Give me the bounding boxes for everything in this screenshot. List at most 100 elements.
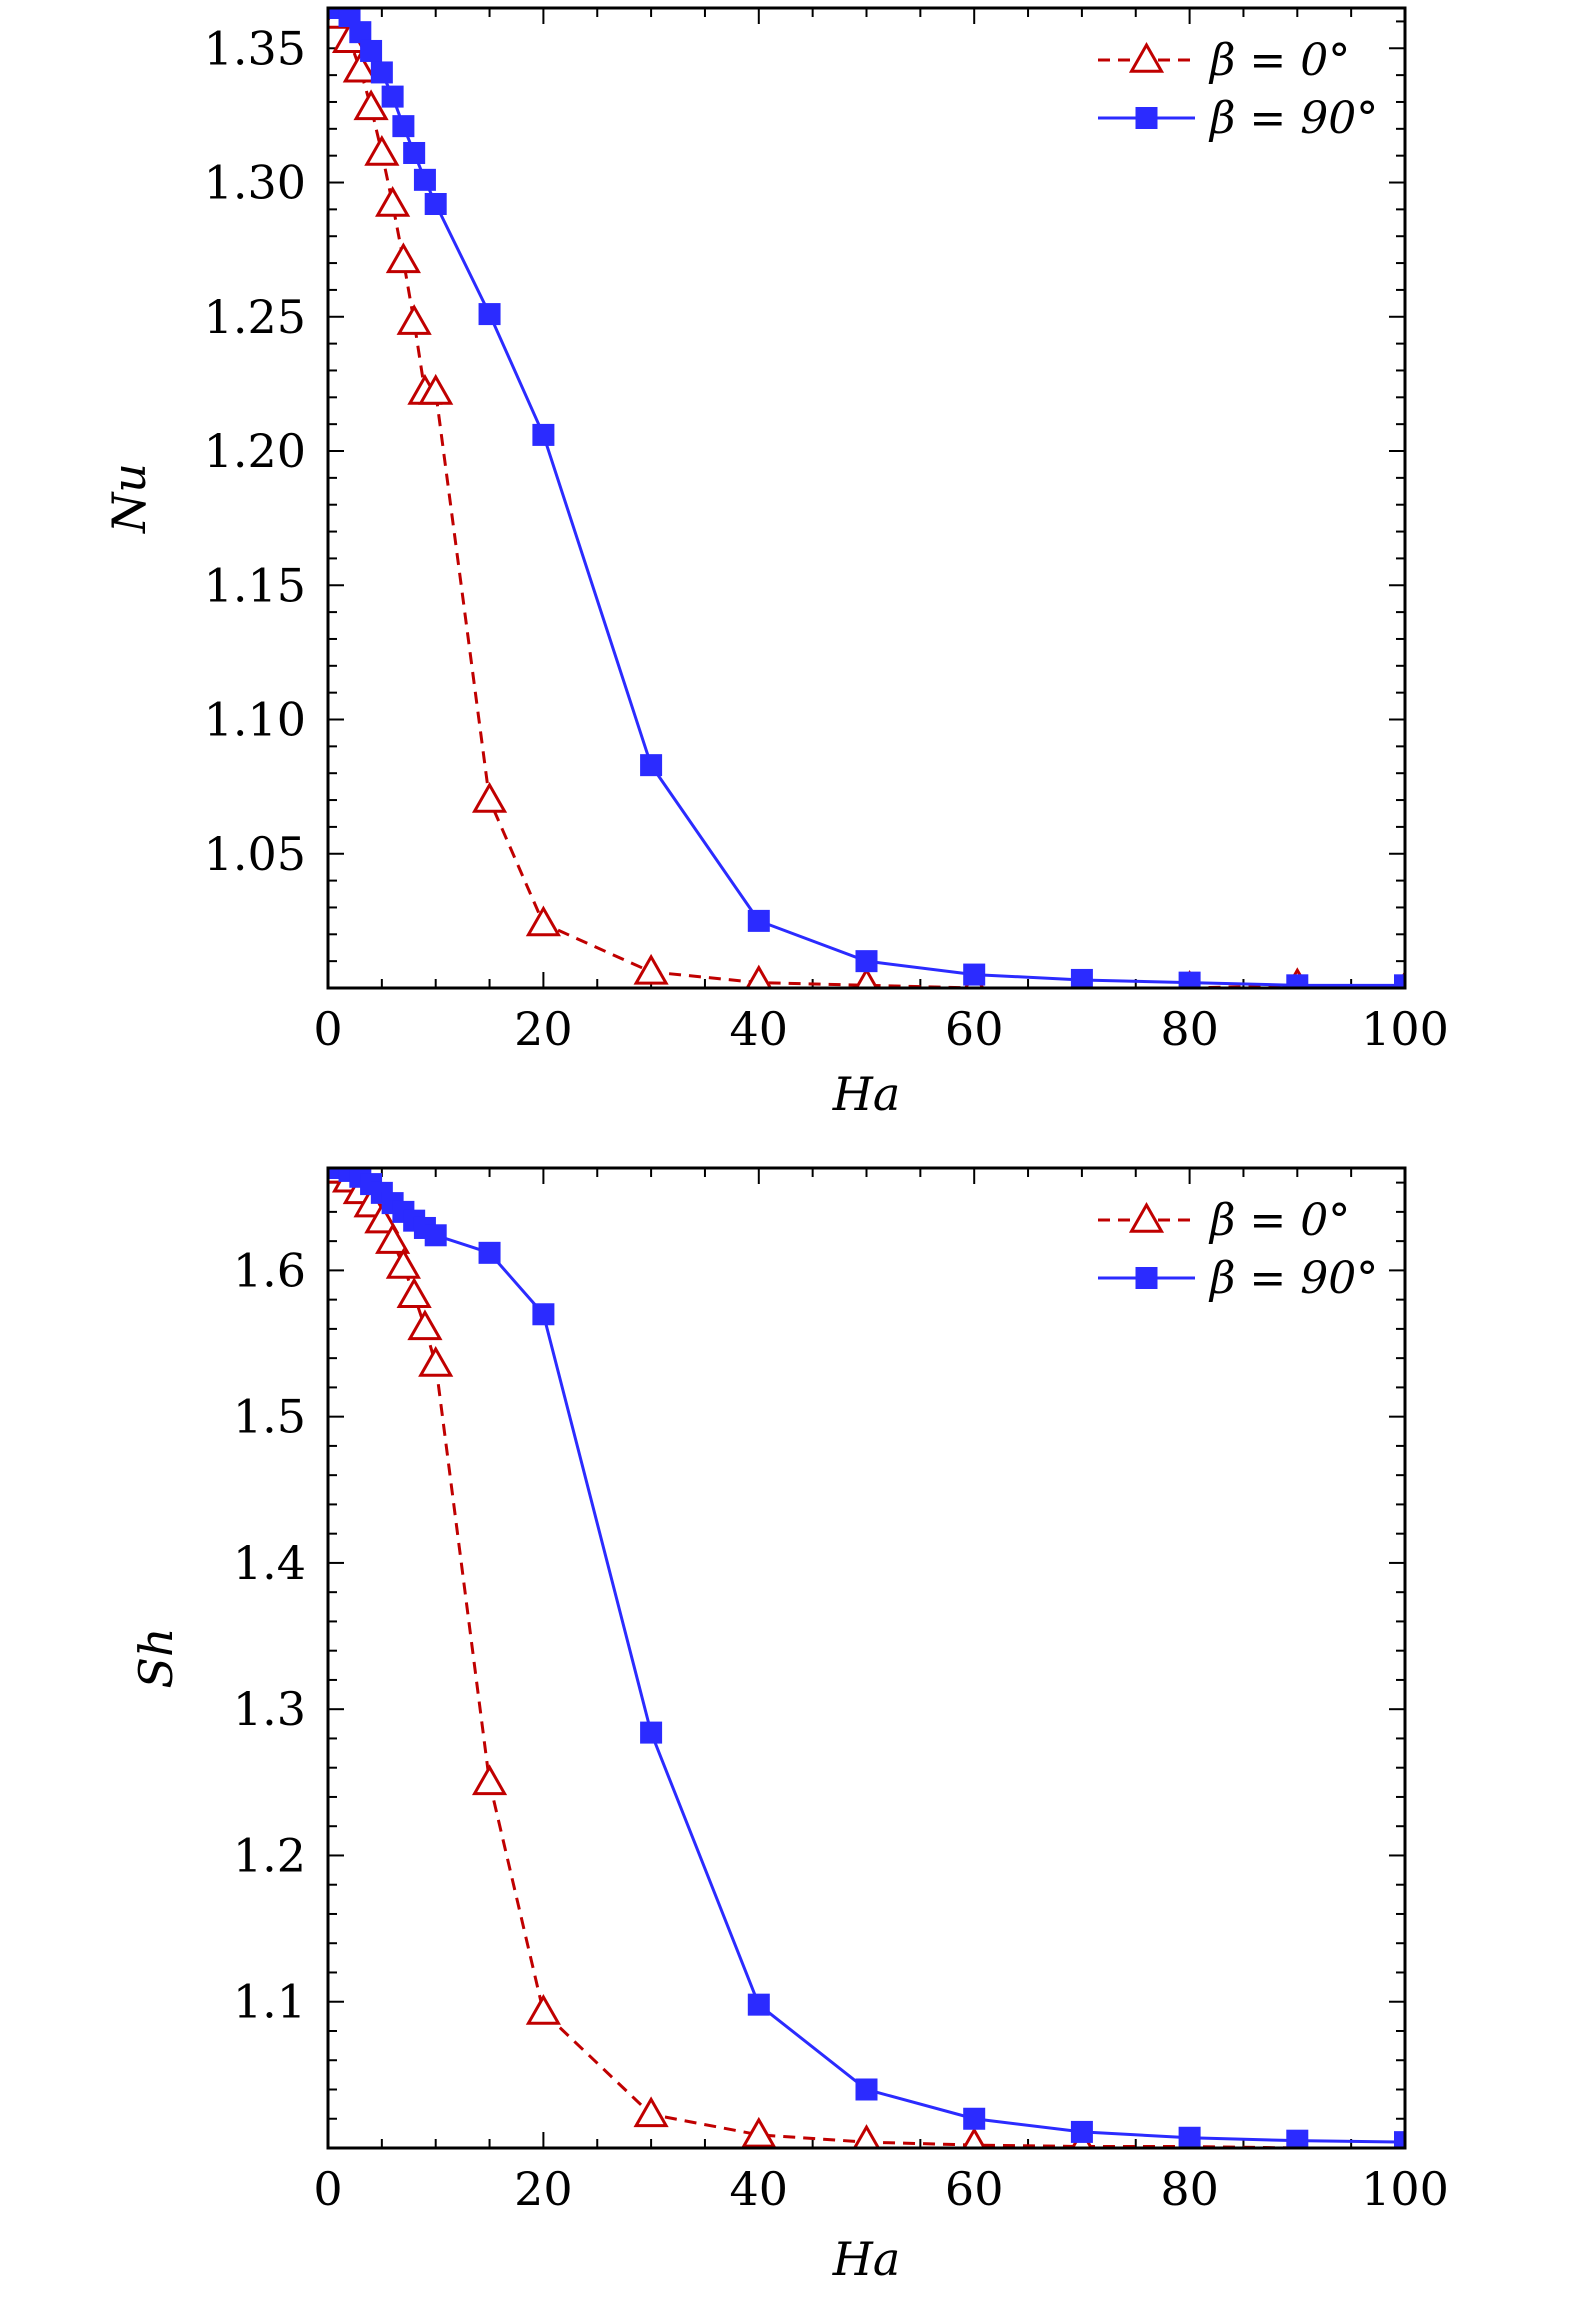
- data-point-square: [1394, 2131, 1405, 2148]
- data-point-square: [413, 168, 436, 191]
- data-point-triangle: [342, 51, 378, 83]
- data-point-square: [478, 1241, 501, 1264]
- data-point-triangle: [471, 782, 508, 813]
- x-tick-label: 20: [514, 1002, 573, 1056]
- data-point-triangle: [633, 2096, 669, 2128]
- x-tick-label: 60: [945, 2162, 1004, 2216]
- y-tick-label: 1.35: [204, 21, 306, 75]
- legend-label: β = 0°: [1208, 1195, 1350, 1246]
- data-point-square: [392, 115, 415, 138]
- data-point-square: [532, 423, 555, 446]
- data-point-square: [1178, 2126, 1201, 2148]
- y-tick-label: 1.30: [204, 156, 306, 210]
- data-point-square: [349, 21, 372, 44]
- x-tick-label: 0: [313, 2162, 342, 2216]
- data-point-square: [747, 909, 770, 932]
- data-point-triangle: [745, 964, 773, 988]
- data-point-square: [1070, 968, 1093, 988]
- data-point-triangle: [364, 134, 400, 166]
- y-tick-label: 1.1: [233, 1975, 306, 2029]
- data-point-triangle: [407, 1309, 443, 1341]
- y-tick-label: 1.3: [233, 1682, 306, 1736]
- x-tick-label: 80: [1160, 1002, 1219, 1056]
- y-tick-label: 1.5: [233, 1390, 306, 1444]
- plot-area: [328, 1168, 1405, 2148]
- x-tick-label: 40: [730, 1002, 789, 1056]
- series-line-1: [337, 15, 1405, 988]
- x-tick-label: 100: [1361, 1002, 1449, 1056]
- data-point-square: [360, 39, 383, 62]
- data-point-square: [747, 1993, 770, 2016]
- series-line-2: [337, 8, 1405, 987]
- data-point-triangle: [962, 2127, 987, 2148]
- data-point-square: [963, 963, 986, 986]
- legend: β = 0° β = 90°: [1098, 35, 1378, 144]
- x-axis-title: Ha: [832, 1067, 901, 1121]
- plot-frame: [326, 1166, 1407, 2150]
- data-point-square: [1286, 974, 1309, 988]
- data-point-triangle: [525, 905, 561, 937]
- data-point-square: [1394, 974, 1405, 988]
- y-axis-title: Sh: [129, 1627, 183, 1688]
- data-point-square: [370, 61, 393, 84]
- legend-label: β = 0°: [1208, 35, 1350, 86]
- x-tick-label: 40: [730, 2162, 789, 2216]
- data-point-triangle: [353, 89, 389, 121]
- y-axis-title: Nu: [102, 463, 156, 534]
- x-axis-title: Ha: [832, 2232, 901, 2286]
- x-tick-label: 80: [1160, 2162, 1219, 2216]
- y-tick-label: 1.6: [233, 1243, 306, 1297]
- data-point-triangle: [525, 1993, 561, 2025]
- legend-label: β = 90°: [1208, 1253, 1378, 1304]
- y-tick-label: 1.2: [233, 1828, 306, 1882]
- data-point-square: [1286, 2129, 1309, 2148]
- x-tick-label: 60: [945, 1002, 1004, 1056]
- data-point-square: [855, 950, 878, 973]
- data-point-square: [1070, 2120, 1093, 2143]
- data-point-triangle: [396, 1277, 432, 1309]
- legend-marker-square: [1135, 1267, 1158, 1289]
- data-point-triangle: [385, 1247, 421, 1279]
- chart-panel-1: 0 20 40 60 80 100 1.05 1.10 1.15 1.20 1.25 1.30 1.35…: [102, 6, 1449, 1121]
- plot-area: [328, 8, 1405, 988]
- legend-marker-square: [1135, 107, 1158, 129]
- y-tick-label: 1.05: [204, 827, 306, 881]
- data-point-triangle: [741, 2116, 777, 2148]
- x-tick-label: 0: [313, 1002, 342, 1056]
- series-line-2: [338, 1168, 1405, 2144]
- data-point-square: [963, 2107, 986, 2130]
- data-point-square: [532, 1303, 555, 1326]
- data-point-triangle: [385, 242, 421, 274]
- x-tick-label: 20: [514, 2162, 573, 2216]
- data-point-square: [640, 1721, 663, 1744]
- legend-marker-triangle: [1128, 1201, 1165, 1233]
- data-point-triangle: [396, 304, 432, 335]
- data-point-triangle: [633, 953, 669, 985]
- data-point-square: [403, 141, 426, 164]
- legend-marker-triangle: [1128, 41, 1165, 73]
- y-tick-label: 1.10: [204, 693, 306, 747]
- data-point-triangle: [852, 2124, 881, 2148]
- data-point-triangle: [375, 185, 411, 217]
- y-tick-label: 1.4: [233, 1536, 306, 1590]
- data-point-square: [478, 303, 501, 326]
- data-point-triangle: [418, 1345, 454, 1377]
- y-tick-label: 1.20: [204, 424, 306, 478]
- legend: β = 0° β = 90°: [1098, 1195, 1378, 1304]
- data-point-triangle: [418, 373, 454, 405]
- series-line-1: [337, 1169, 1405, 2148]
- data-point-square: [1178, 971, 1201, 988]
- data-point-square: [381, 85, 404, 108]
- chart-panel-2: 0 20 40 60 80 100 1.1 1.2 1.3 1.4 1.5 1.6 Ha Sh β = 0°…: [129, 1166, 1449, 2286]
- y-tick-label: 1.25: [204, 290, 306, 344]
- data-point-square: [640, 754, 663, 777]
- legend-label: β = 90°: [1208, 93, 1378, 144]
- data-point-square: [424, 193, 447, 215]
- data-point-triangle: [375, 1223, 411, 1254]
- plot-frame: [326, 6, 1407, 990]
- data-point-square: [855, 2078, 878, 2101]
- data-point-square: [424, 1224, 447, 1247]
- data-point-triangle: [471, 1764, 508, 1796]
- y-tick-label: 1.15: [204, 558, 306, 612]
- data-point-triangle: [364, 1202, 400, 1234]
